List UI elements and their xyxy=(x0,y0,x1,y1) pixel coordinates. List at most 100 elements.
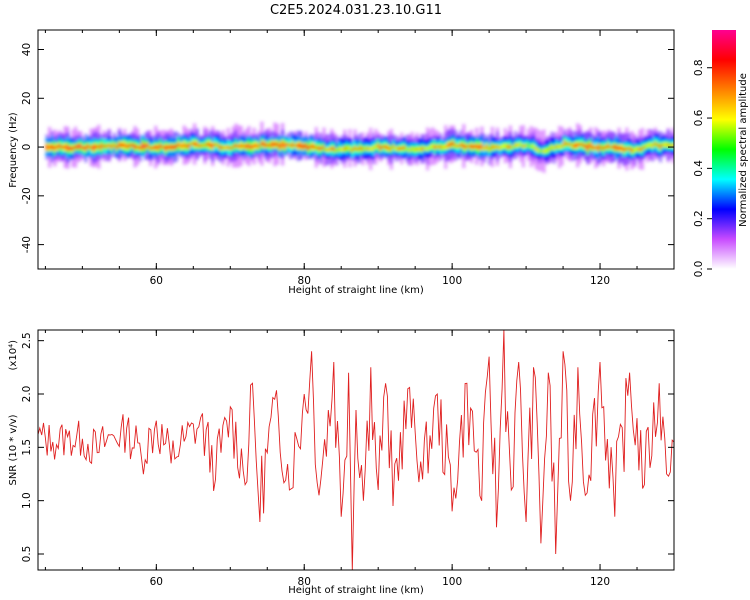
band-cell xyxy=(581,143,585,147)
band-cell xyxy=(387,146,391,150)
band-cell xyxy=(187,144,192,148)
band-cell xyxy=(247,144,251,148)
colorbar-label: Normalized spectral amplitude xyxy=(738,73,749,227)
band-cell xyxy=(79,144,83,148)
band-cell xyxy=(120,143,124,147)
band-cell xyxy=(190,142,194,145)
band-cell xyxy=(573,143,577,148)
band-cell xyxy=(58,144,62,148)
band-cell xyxy=(182,143,186,147)
band-cell xyxy=(50,145,54,149)
spectrogram-y-axis-label: Frequency (Hz) xyxy=(8,112,19,188)
band-cell xyxy=(311,144,316,149)
colorbar-tick-label: 0.0 xyxy=(693,261,705,278)
band-cell xyxy=(368,147,373,151)
band-cell xyxy=(249,145,254,149)
band-cell xyxy=(438,145,443,149)
band-cell xyxy=(534,146,538,151)
band-cell xyxy=(211,144,215,148)
band-cell xyxy=(314,146,318,149)
band-cell xyxy=(384,145,388,149)
band-cell xyxy=(622,147,626,152)
y-tick-label: -20 xyxy=(21,187,33,204)
band-cell xyxy=(296,144,300,148)
colorbar-tick-label: 0.4 xyxy=(693,160,705,177)
spectral-band xyxy=(45,121,674,173)
band-cell xyxy=(236,144,241,149)
band-cell xyxy=(596,146,601,150)
band-cell xyxy=(570,144,575,148)
colorbar-ticks: 0.0 0.2 0.4 0.6 0.8 xyxy=(693,59,712,277)
spectrogram-frame xyxy=(37,29,675,270)
snr-x-axis-label: Height of straight line (km) xyxy=(288,585,424,596)
spectrogram-ticks: 60 80 100 120 40 20 0 -20 -40 xyxy=(21,30,675,287)
band-cell xyxy=(350,148,355,152)
band-cell xyxy=(578,142,582,146)
band-cell xyxy=(614,146,619,149)
band-cell xyxy=(643,145,647,149)
x-tick-label: 100 xyxy=(442,275,462,287)
band-cell xyxy=(405,146,409,151)
band-cell xyxy=(47,146,52,149)
x-tick-label: 120 xyxy=(590,576,610,588)
band-cell xyxy=(335,148,339,153)
band-cell xyxy=(234,144,238,147)
band-cell xyxy=(195,142,199,146)
band-cell xyxy=(130,143,135,147)
band-cell xyxy=(607,144,611,148)
band-cell xyxy=(420,147,425,151)
chart-title: C2E5.2024.031.23.10.G11 xyxy=(270,3,442,18)
band-cell xyxy=(161,145,166,149)
band-cell xyxy=(394,146,399,151)
band-cell xyxy=(379,146,383,150)
band-cell xyxy=(262,143,267,146)
band-cell xyxy=(280,143,285,146)
band-cell xyxy=(529,144,533,149)
band-cell xyxy=(283,144,287,148)
y-tick-label: 40 xyxy=(21,43,33,56)
band-cell xyxy=(275,142,280,146)
band-cell xyxy=(389,147,394,151)
band-cell xyxy=(167,145,171,149)
band-cell xyxy=(469,144,474,149)
band-cell xyxy=(151,146,155,150)
band-cell xyxy=(583,144,588,148)
y-tick-label: 2.0 xyxy=(21,386,33,403)
band-cell xyxy=(198,144,202,148)
band-cell xyxy=(286,143,290,146)
band-cell xyxy=(270,143,274,146)
band-cell xyxy=(257,145,262,149)
band-cell xyxy=(441,145,445,149)
band-cell xyxy=(317,146,321,150)
band-cell xyxy=(630,148,634,152)
band-cell xyxy=(591,145,595,150)
band-cell xyxy=(337,147,342,150)
band-cell xyxy=(431,144,435,148)
band-cell xyxy=(498,145,502,150)
band-cell xyxy=(356,148,360,151)
band-cell xyxy=(400,147,404,150)
band-cell xyxy=(456,144,461,148)
band-cell xyxy=(319,147,324,150)
band-cell xyxy=(156,146,161,150)
band-cell xyxy=(91,146,96,150)
band-cell xyxy=(86,144,91,148)
colorbar-tick-label: 0.6 xyxy=(693,109,705,126)
band-cell xyxy=(255,144,259,147)
snr-frame xyxy=(37,329,675,571)
band-cell xyxy=(66,146,70,150)
band-cell xyxy=(609,146,614,149)
band-cell xyxy=(148,146,153,150)
band-cell xyxy=(63,145,67,149)
band-cell xyxy=(656,143,660,147)
band-cell xyxy=(381,145,386,148)
band-cell xyxy=(627,146,632,151)
x-tick-label: 80 xyxy=(298,576,311,588)
band-cell xyxy=(278,144,282,148)
band-cell xyxy=(143,145,148,148)
band-cell xyxy=(273,142,277,147)
band-cell xyxy=(638,147,642,152)
band-cell xyxy=(425,147,430,151)
band-cell xyxy=(309,145,313,148)
band-cell xyxy=(45,145,49,149)
